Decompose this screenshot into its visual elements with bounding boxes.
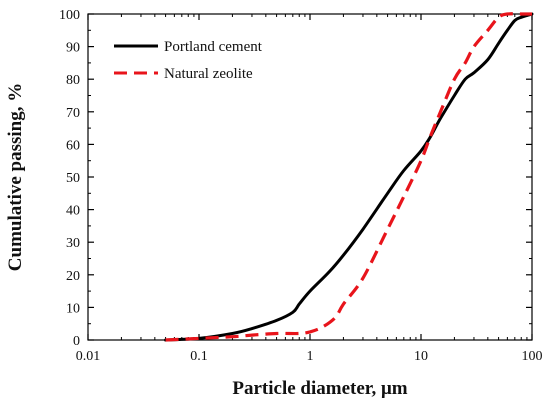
y-tick-label: 70 [66,106,80,121]
y-tick-label: 40 [66,204,80,219]
x-tick-label: 1 [307,349,314,364]
x-tick-label: 0.01 [76,349,101,364]
y-tick-label: 10 [66,301,80,316]
y-tick-label: 90 [66,41,80,56]
y-tick-label: 30 [66,236,80,251]
legend: Portland cement Natural zeolite [114,39,263,82]
legend-label: Natural zeolite [164,66,253,82]
y-tick-label: 100 [59,8,80,23]
legend-label: Portland cement [164,39,263,55]
x-axis-ticks: 0.01 0.1 1 10 100 [76,14,543,364]
y-axis-ticks: 0 10 20 30 40 50 60 70 80 90 100 [59,8,532,349]
y-tick-label: 20 [66,269,80,284]
x-tick-label: 100 [522,349,543,364]
y-tick-label: 0 [73,334,80,349]
series-line-portland-cement [164,12,534,342]
y-tick-label: 60 [66,138,80,153]
y-tick-label: 50 [66,171,80,186]
y-axis-label: Cumulative passing, % [5,83,26,271]
series-line-natural-zeolite [165,12,532,342]
x-tick-label: 0.1 [190,349,208,364]
y-tick-label: 80 [66,73,80,88]
x-tick-label: 10 [414,349,428,364]
x-axis-label: Particle diameter, μm [232,378,407,399]
series-layer [164,12,534,342]
